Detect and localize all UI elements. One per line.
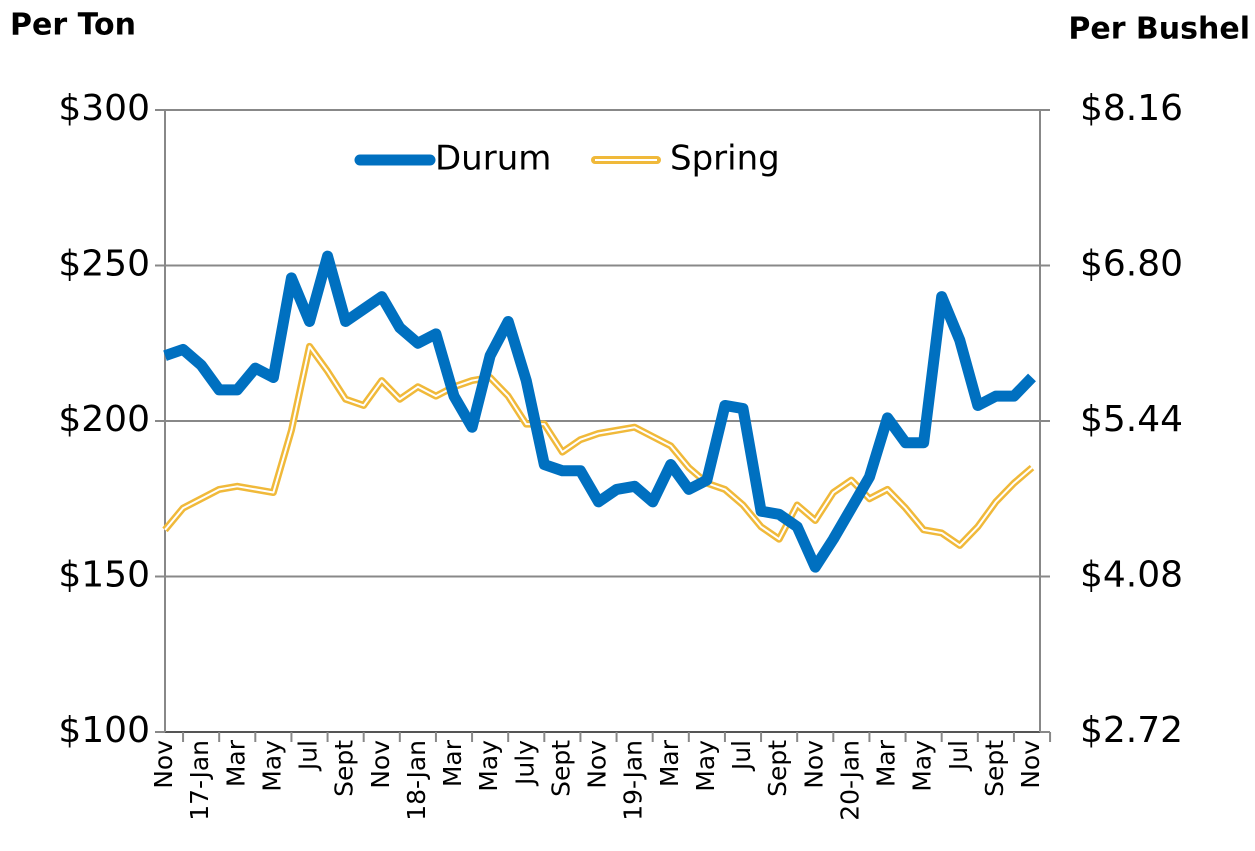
x-tick-label: 17-Jan <box>185 740 214 821</box>
x-tick-label: Nov <box>1016 740 1045 789</box>
x-tick-label: 19-Jan <box>619 740 648 821</box>
y-tick-label: $100 <box>58 710 150 751</box>
x-tick-label: May <box>691 740 720 792</box>
y-tick-label: $200 <box>58 399 150 440</box>
x-tick-label: July <box>510 740 539 787</box>
x-tick-label: May <box>257 740 286 792</box>
legend-label: Spring <box>670 139 780 179</box>
x-tick-label: Sept <box>980 740 1009 797</box>
y2-tick-label: $6.80 <box>1080 244 1183 285</box>
x-tick-label: Jul <box>727 740 756 772</box>
x-tick-label: Nov <box>149 740 178 789</box>
y2-tick-label: $8.16 <box>1080 88 1183 129</box>
x-tick-label: 18-Jan <box>402 740 431 821</box>
x-tick-label: Nov <box>366 740 395 789</box>
y-tick-label: $150 <box>58 555 150 596</box>
x-tick-label: May <box>908 740 937 792</box>
x-tick-label: Mar <box>872 739 901 787</box>
y-tick-label: $300 <box>58 88 150 129</box>
line <box>163 250 1036 573</box>
x-tick-label: Mar <box>221 739 250 787</box>
y2-tick-label: $4.08 <box>1080 555 1183 596</box>
x-tick-label: 20-Jan <box>835 740 864 821</box>
x-tick-label: Jul <box>294 740 323 772</box>
x-tick-label: Nov <box>583 740 612 789</box>
y-axis-title: Per Ton <box>10 8 136 43</box>
y2-tick-label: $5.44 <box>1080 399 1183 440</box>
x-tick-label: Mar <box>438 739 467 787</box>
x-tick-label: Sept <box>330 740 359 797</box>
legend-label: Durum <box>435 139 551 179</box>
y2-axis-title: Per Bushel <box>1068 12 1250 47</box>
x-tick-label: Jul <box>944 740 973 772</box>
x-tick-label: Mar <box>655 739 684 787</box>
line-highlight <box>164 345 1033 547</box>
x-tick-label: May <box>474 740 503 792</box>
y-tick-label: $250 <box>58 244 150 285</box>
x-tick-label: Sept <box>763 740 792 797</box>
x-tick-label: Nov <box>799 740 828 789</box>
y2-tick-label: $2.72 <box>1080 710 1183 751</box>
x-tick-label: Sept <box>546 740 575 797</box>
